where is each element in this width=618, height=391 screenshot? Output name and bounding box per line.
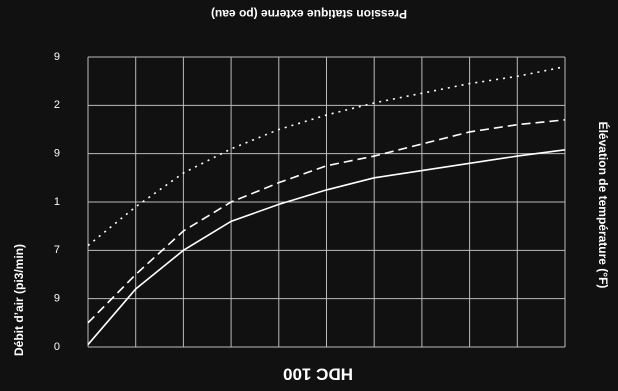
y-tick-label: 2 <box>54 99 60 111</box>
y-tick-label: 9 <box>54 293 60 305</box>
series-line <box>87 119 566 324</box>
series-line <box>87 65 566 247</box>
y-tick-label: 1 <box>54 196 60 208</box>
chart-title: HDC 100 <box>283 365 353 384</box>
y-tick-label: 7 <box>54 244 60 256</box>
chart-subtitle: Pression statique externe (po eau) <box>211 7 407 21</box>
series-line <box>87 149 566 346</box>
y2-axis-label: Élévation de température (°F) <box>596 122 611 289</box>
y-tick-label: 0 <box>54 341 60 353</box>
y-tick-label: 9 <box>54 148 60 160</box>
y-tick-label: 9 <box>54 51 60 63</box>
y-axis-label: Débit d’air (pi3/min) <box>12 244 26 356</box>
